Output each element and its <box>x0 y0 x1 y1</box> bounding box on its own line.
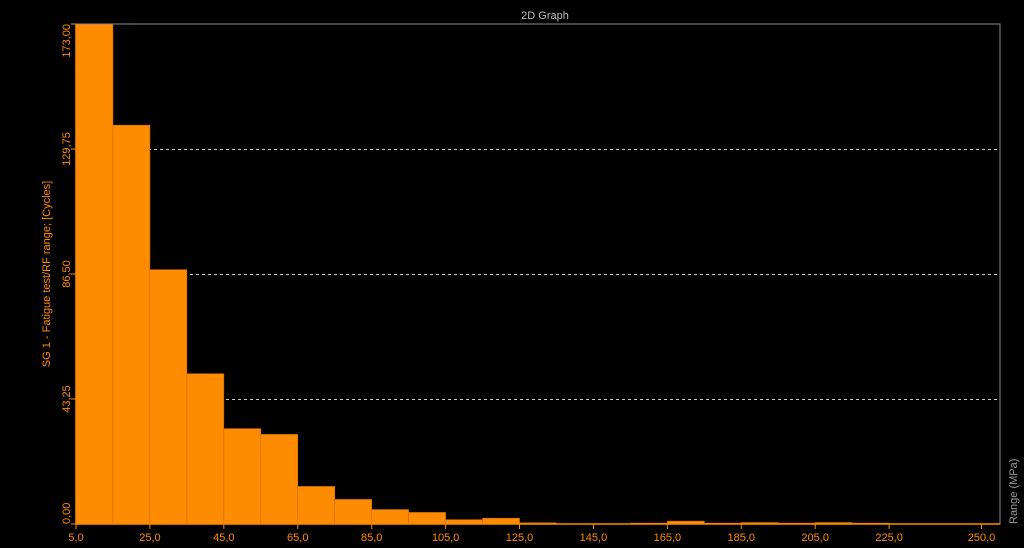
y-axis-ticks: 0,00 43,25 86,50 129,75 173,00 <box>61 23 76 525</box>
histogram-bar-7 <box>334 499 372 525</box>
histogram-bar-5 <box>260 434 299 525</box>
x-axis-title: Range (MPa) <box>1008 459 1020 524</box>
y-tick-label-0: 0,00 <box>61 503 73 524</box>
bars <box>75 23 890 525</box>
x-tick-label-11: 225,0 <box>875 532 903 544</box>
x-tick-label-1: 25,0 <box>139 532 160 544</box>
x-tick-label-10: 205,0 <box>801 532 829 544</box>
histogram-bar-3 <box>186 373 225 525</box>
x-tick-label-6: 125,0 <box>506 532 534 544</box>
histogram-bar-2 <box>149 269 188 525</box>
chart-title: 2D Graph <box>521 10 569 22</box>
histogram-bar-6 <box>297 486 336 525</box>
x-tick-label-2: 45,0 <box>213 532 234 544</box>
y-axis-title: SG 1 - Fatigue test/RF range; [Cycles] <box>41 181 53 367</box>
x-tick-label-7: 145,0 <box>580 532 608 544</box>
x-axis-ticks: 5,0 25,0 45,0 65,0 85,0 105,0 125,0 145,0 165,0 1… <box>68 524 995 544</box>
histogram-bar-9 <box>408 512 446 525</box>
x-tick-label-4: 85,0 <box>361 532 382 544</box>
y-tick-label-1: 43,25 <box>61 385 73 413</box>
x-tick-label-8: 165,0 <box>654 532 682 544</box>
y-tick-label-4: 173,00 <box>61 24 73 58</box>
histogram-bar-11 <box>482 517 520 525</box>
x-tick-label-12: 250,0 <box>968 532 996 544</box>
x-tick-label-0: 5,0 <box>68 532 83 544</box>
histogram-bar-0 <box>75 23 114 525</box>
histogram-bar-8 <box>371 509 409 525</box>
x-tick-label-5: 105,0 <box>432 532 460 544</box>
grid-lines <box>76 149 1000 400</box>
y-tick-label-2: 86,50 <box>61 260 73 288</box>
x-tick-label-3: 65,0 <box>287 532 308 544</box>
y-tick-label-3: 129,75 <box>61 132 73 166</box>
histogram-bar-4 <box>223 428 262 525</box>
x-tick-label-9: 185,0 <box>728 532 756 544</box>
histogram-bar-1 <box>112 124 151 525</box>
